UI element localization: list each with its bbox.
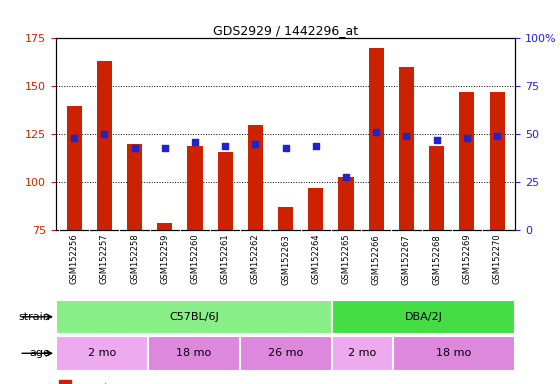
Text: GSM152264: GSM152264: [311, 234, 320, 285]
Text: age: age: [30, 348, 50, 358]
Bar: [218, 152, 233, 230]
Bar: [127, 144, 142, 230]
Point: [342, 174, 351, 180]
Text: DBA/2J: DBA/2J: [404, 312, 442, 322]
Bar: [56, 336, 148, 371]
Text: 2 mo: 2 mo: [88, 348, 116, 358]
Text: GSM152260: GSM152260: [190, 234, 199, 285]
Bar: [459, 92, 474, 230]
Bar: [332, 336, 393, 371]
Text: strain: strain: [18, 312, 50, 322]
Point: [190, 139, 199, 145]
Bar: [148, 336, 240, 371]
Text: GSM152268: GSM152268: [432, 234, 441, 285]
Bar: [338, 177, 353, 230]
Point: [160, 145, 169, 151]
Bar: [368, 48, 384, 230]
Bar: [188, 146, 203, 230]
Text: 18 mo: 18 mo: [436, 348, 472, 358]
Title: GDS2929 / 1442296_at: GDS2929 / 1442296_at: [213, 24, 358, 37]
Point: [221, 143, 230, 149]
Bar: [248, 125, 263, 230]
Text: C57BL/6J: C57BL/6J: [169, 312, 218, 322]
Bar: [399, 67, 414, 230]
Text: count: count: [77, 383, 109, 384]
Text: GSM152257: GSM152257: [100, 234, 109, 285]
Bar: [157, 223, 172, 230]
Point: [493, 133, 502, 139]
Text: GSM152263: GSM152263: [281, 234, 290, 285]
Point: [251, 141, 260, 147]
Text: GSM152266: GSM152266: [372, 234, 381, 285]
Point: [311, 143, 320, 149]
Text: GSM152269: GSM152269: [463, 234, 472, 285]
Bar: [278, 207, 293, 230]
Text: GSM152261: GSM152261: [221, 234, 230, 285]
Point: [281, 145, 290, 151]
Bar: [59, 380, 71, 384]
Bar: [56, 300, 332, 334]
Text: GSM152258: GSM152258: [130, 234, 139, 285]
Bar: [67, 106, 82, 230]
Point: [100, 131, 109, 137]
Point: [402, 133, 411, 139]
Text: GSM152262: GSM152262: [251, 234, 260, 285]
Point: [130, 145, 139, 151]
Text: 26 mo: 26 mo: [268, 348, 303, 358]
Text: GSM152259: GSM152259: [160, 234, 169, 284]
Text: GSM152256: GSM152256: [69, 234, 78, 285]
Text: GSM152270: GSM152270: [493, 234, 502, 285]
Text: 18 mo: 18 mo: [176, 348, 211, 358]
Text: GSM152265: GSM152265: [342, 234, 351, 285]
Bar: [240, 336, 332, 371]
Point: [372, 129, 381, 136]
Point: [69, 135, 78, 141]
Text: 2 mo: 2 mo: [348, 348, 376, 358]
Bar: [429, 146, 444, 230]
Bar: [308, 188, 323, 230]
Bar: [393, 336, 515, 371]
Point: [432, 137, 441, 143]
Text: GSM152267: GSM152267: [402, 234, 411, 285]
Point: [463, 135, 472, 141]
Bar: [97, 61, 112, 230]
Bar: [489, 92, 505, 230]
Bar: [332, 300, 515, 334]
